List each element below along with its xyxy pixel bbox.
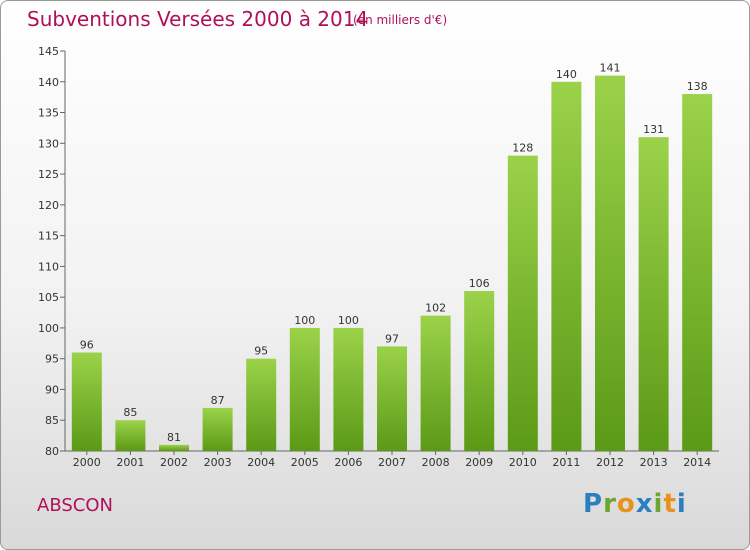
y-tick-label: 125 bbox=[38, 168, 59, 181]
chart-title: Subventions Versées 2000 à 2014 bbox=[27, 7, 369, 31]
x-tick-label: 2009 bbox=[465, 456, 493, 469]
x-tick-label: 2005 bbox=[291, 456, 319, 469]
x-tick-label: 2001 bbox=[116, 456, 144, 469]
x-tick-label: 2000 bbox=[73, 456, 101, 469]
x-tick-label: 2012 bbox=[596, 456, 624, 469]
y-tick-label: 110 bbox=[38, 260, 59, 273]
y-tick-label: 135 bbox=[38, 107, 59, 120]
x-tick-label: 2002 bbox=[160, 456, 188, 469]
x-tick-label: 2004 bbox=[247, 456, 275, 469]
y-tick-label: 85 bbox=[45, 414, 59, 427]
y-tick-label: 80 bbox=[45, 445, 59, 458]
data-label: 95 bbox=[254, 345, 268, 358]
data-label: 97 bbox=[385, 332, 399, 345]
bar bbox=[377, 346, 407, 451]
y-tick-label: 90 bbox=[45, 383, 59, 396]
bar bbox=[115, 420, 146, 451]
data-label: 85 bbox=[123, 406, 137, 419]
y-tick-label: 95 bbox=[45, 353, 59, 366]
x-tick-label: 2014 bbox=[683, 456, 711, 469]
data-label: 96 bbox=[80, 339, 94, 352]
y-tick-label: 140 bbox=[38, 76, 59, 89]
x-tick-label: 2003 bbox=[204, 456, 232, 469]
bar bbox=[420, 315, 451, 451]
x-tick-label: 2008 bbox=[422, 456, 450, 469]
bar bbox=[551, 81, 582, 452]
y-tick-label: 120 bbox=[38, 199, 59, 212]
x-tick-label: 2011 bbox=[552, 456, 580, 469]
bar bbox=[202, 407, 233, 451]
data-label: 140 bbox=[556, 68, 577, 81]
bar bbox=[71, 352, 102, 451]
data-label: 81 bbox=[167, 431, 181, 444]
bar bbox=[246, 358, 277, 451]
y-tick-label: 115 bbox=[38, 230, 59, 243]
bar bbox=[682, 94, 713, 452]
chart-unit: (en milliers d'€) bbox=[353, 13, 448, 27]
bar bbox=[333, 327, 364, 451]
bar bbox=[464, 291, 495, 451]
data-label: 141 bbox=[600, 62, 621, 75]
data-label: 128 bbox=[512, 142, 533, 155]
y-tick-label: 130 bbox=[38, 137, 59, 150]
commune-name: ABSCON bbox=[37, 495, 113, 516]
y-tick-label: 105 bbox=[38, 291, 59, 304]
x-tick-label: 2013 bbox=[640, 456, 668, 469]
bar bbox=[289, 327, 320, 451]
data-label: 100 bbox=[338, 314, 359, 327]
data-label: 100 bbox=[294, 314, 315, 327]
proxiti-logo: Proxiti bbox=[583, 489, 687, 519]
data-label: 138 bbox=[687, 80, 708, 93]
bar bbox=[595, 75, 625, 451]
y-tick-label: 100 bbox=[38, 322, 59, 335]
bar bbox=[638, 137, 669, 451]
data-label: 131 bbox=[643, 123, 664, 136]
bar bbox=[159, 444, 189, 451]
y-tick-label: 145 bbox=[38, 45, 59, 58]
bar bbox=[507, 155, 538, 451]
data-label: 87 bbox=[211, 394, 225, 407]
x-tick-label: 2010 bbox=[509, 456, 537, 469]
data-label: 102 bbox=[425, 302, 446, 315]
x-tick-label: 2007 bbox=[378, 456, 406, 469]
x-tick-label: 2006 bbox=[334, 456, 362, 469]
data-label: 106 bbox=[469, 277, 490, 290]
